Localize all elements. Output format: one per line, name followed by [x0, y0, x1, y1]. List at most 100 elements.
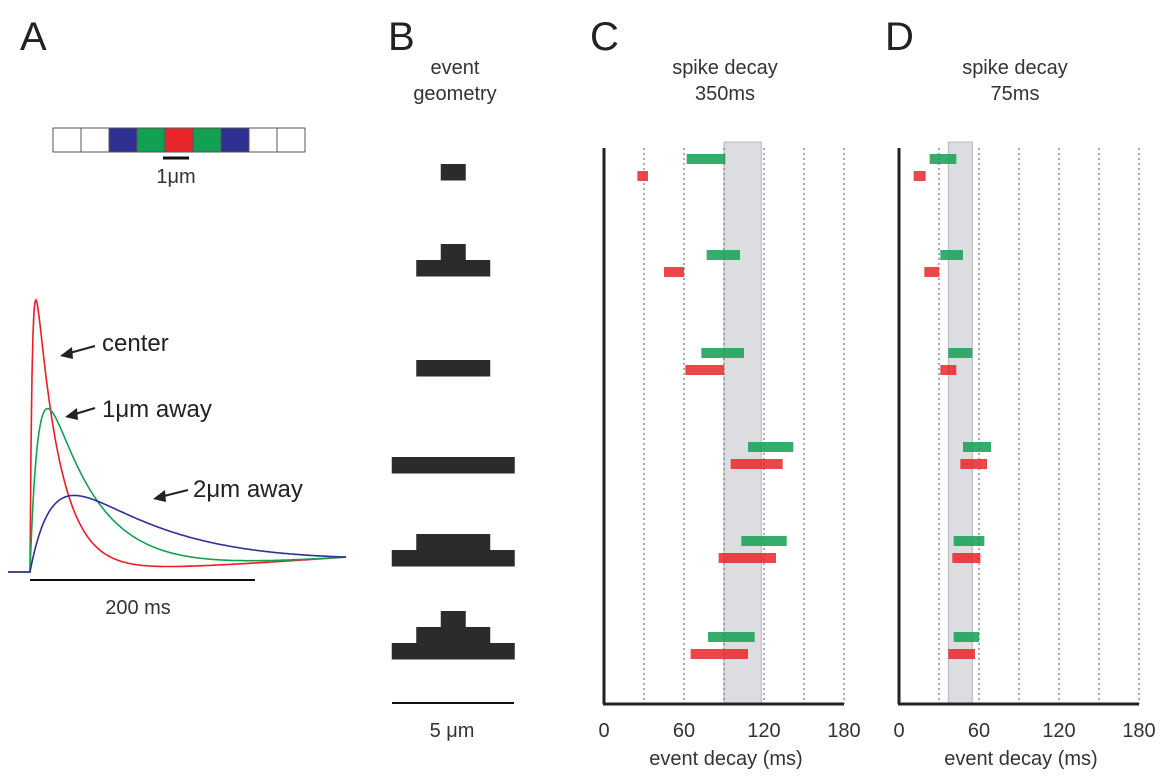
geometry-block — [416, 534, 442, 551]
trace-label-center: center — [102, 330, 169, 357]
trace-label-1um: 1μm away — [102, 396, 212, 423]
geometry-block — [440, 360, 466, 377]
red-range-bar — [637, 171, 648, 181]
geometry-block — [440, 534, 466, 551]
green-range-bar — [748, 442, 794, 452]
x-tick-label: 60 — [673, 720, 695, 742]
panel-d-title-line2: 75ms — [991, 83, 1040, 105]
trace-label-2um: 2μm away — [193, 476, 303, 503]
panel-a-letter: A — [20, 15, 47, 59]
pixel-cell — [276, 127, 306, 153]
red-range-bar — [924, 267, 939, 277]
geometry-block — [440, 260, 466, 277]
geometry-block — [465, 260, 491, 277]
x-tick-label: 120 — [747, 720, 780, 742]
green-range-bar — [929, 154, 957, 164]
x-tick-label: 180 — [1122, 720, 1155, 742]
geometry-block — [440, 244, 466, 261]
geometry-block — [416, 627, 442, 644]
geometry-block — [465, 534, 491, 551]
panel-d-title-line1: spike decay — [962, 57, 1068, 79]
panel-c: C spike decay 350ms 0 60 120 180 event decay… — [590, 15, 861, 770]
center-arrowhead — [60, 347, 73, 359]
green-range-bar — [940, 250, 963, 260]
trace-center — [8, 298, 347, 573]
green-range-bar — [741, 536, 787, 546]
geometry-scale-label: 5 μm — [430, 720, 475, 742]
2um-arrowhead — [153, 490, 166, 502]
geometry-block — [391, 643, 417, 660]
x-tick-label: 120 — [1042, 720, 1075, 742]
green-range-bar — [706, 250, 740, 260]
green-range-bar — [953, 632, 979, 642]
panel-b: B event geometry 5 μm — [388, 15, 515, 742]
pixel-scale-label: 1μm — [156, 166, 195, 188]
geometry-block — [440, 643, 466, 660]
pixel-cell — [248, 127, 278, 153]
panel-c-title-line2: 350ms — [695, 83, 755, 105]
red-range-bar — [685, 365, 724, 375]
pixel-cell — [192, 127, 222, 153]
geometry-block — [440, 164, 466, 181]
geometry-block — [465, 627, 491, 644]
geometry-block — [465, 643, 491, 660]
trace-plot — [8, 298, 347, 573]
red-range-bar — [664, 267, 684, 277]
geometry-block — [440, 550, 466, 567]
trace-1um — [8, 407, 347, 573]
panel-b-letter: B — [388, 15, 415, 59]
pixel-cell — [80, 127, 110, 153]
geometry-block — [391, 550, 417, 567]
red-range-bar — [913, 171, 926, 181]
geometry-block — [416, 260, 442, 277]
pixel-cell — [52, 127, 82, 153]
geometry-block — [416, 550, 442, 567]
panel-d: D spike decay 75ms 0 60 120 180 event decay … — [885, 15, 1156, 770]
panel-b-title-line1: event — [431, 57, 480, 79]
red-range-bar — [940, 365, 957, 375]
green-range-bar — [953, 536, 985, 546]
green-range-bar — [701, 348, 744, 358]
geometry-block — [440, 611, 466, 628]
geometry-block — [391, 457, 417, 474]
green-range-bar — [963, 442, 991, 452]
panel-c-title-line1: spike decay — [672, 57, 778, 79]
shaded-band — [723, 141, 762, 705]
red-range-bar — [718, 553, 776, 563]
time-scale-label: 200 ms — [105, 597, 171, 619]
geometry-block — [416, 360, 442, 377]
geometry-block — [465, 550, 491, 567]
geometry-block — [465, 457, 491, 474]
green-range-bar — [948, 348, 973, 358]
pixel-cell — [220, 127, 250, 153]
red-range-bar — [948, 649, 975, 659]
trace-2um — [8, 494, 346, 573]
x-tick-label: 180 — [827, 720, 860, 742]
x-tick-label: 0 — [893, 720, 904, 742]
x-tick-label: 0 — [598, 720, 609, 742]
1um-arrowhead — [65, 408, 78, 420]
chart-d: 0 60 120 180 event decay (ms) — [893, 141, 1156, 770]
pixel-cell — [136, 127, 166, 153]
panel-d-letter: D — [885, 15, 914, 59]
red-range-bar — [960, 459, 987, 469]
geometry-block — [416, 457, 442, 474]
x-tick-label: 60 — [968, 720, 990, 742]
geometry-block — [489, 457, 515, 474]
panel-a: A 1μm 200 ms center 1μm away 2μm away — [8, 15, 347, 619]
geometry-block — [465, 360, 491, 377]
panel-b-title-line2: geometry — [413, 83, 496, 105]
green-range-bar — [686, 154, 726, 164]
geometry-shapes — [391, 164, 515, 660]
geometry-block — [489, 643, 515, 660]
chart-c: 0 60 120 180 event decay (ms) — [598, 141, 861, 770]
red-range-bar — [730, 459, 783, 469]
pixel-row — [52, 127, 306, 153]
geometry-block — [416, 643, 442, 660]
shaded-band — [947, 141, 973, 705]
red-range-bar — [690, 649, 748, 659]
geometry-block — [440, 627, 466, 644]
pixel-cell — [164, 127, 194, 153]
red-range-bar — [952, 553, 981, 563]
